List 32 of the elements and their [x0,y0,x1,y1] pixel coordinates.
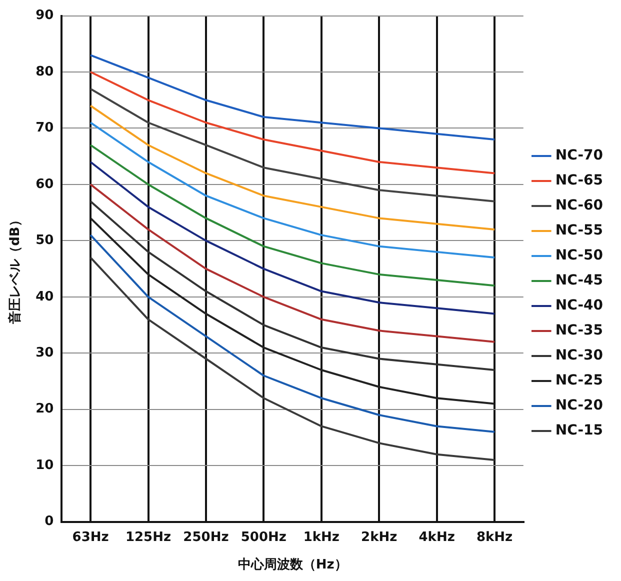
y-tick-label: 30 [36,346,54,361]
legend-label: NC-60 [555,198,604,214]
y-tick-label: 40 [36,289,54,304]
legend-label: NC-35 [555,322,604,339]
y-tick-label: 0 [44,514,54,530]
legend-label: NC-15 [555,422,604,439]
legend-label: NC-55 [555,222,604,239]
x-axis-title: 中心周波数（Hz） [238,556,348,573]
x-tick-label: 250Hz [183,530,229,545]
legend-label: NC-40 [555,298,604,314]
x-tick-label: 4kHz [418,530,455,545]
legend-label: NC-20 [555,398,604,414]
legend-label: NC-65 [555,172,604,189]
legend-label: NC-25 [555,372,604,389]
y-tick-label: 80 [36,64,54,80]
legend-label: NC-30 [555,348,604,364]
x-tick-label: 1kHz [303,530,340,545]
y-tick-label: 60 [36,176,54,192]
x-tick-label: 125Hz [125,530,172,545]
legend-label: NC-45 [555,272,604,289]
x-tick-label: 2kHz [361,530,398,545]
legend-label: NC-50 [555,248,604,264]
x-tick-label: 8kHz [476,530,513,545]
x-tick-label: 500Hz [240,530,286,545]
y-tick-label: 50 [36,233,54,248]
y-tick-label: 90 [36,8,54,24]
y-axis-title: 音圧レベル（dB） [7,214,24,325]
y-tick-label: 70 [36,120,54,136]
y-tick-label: 20 [36,402,54,417]
x-tick-label: 63Hz [72,530,109,545]
legend-label: NC-70 [555,148,604,164]
y-tick-label: 10 [36,458,54,473]
